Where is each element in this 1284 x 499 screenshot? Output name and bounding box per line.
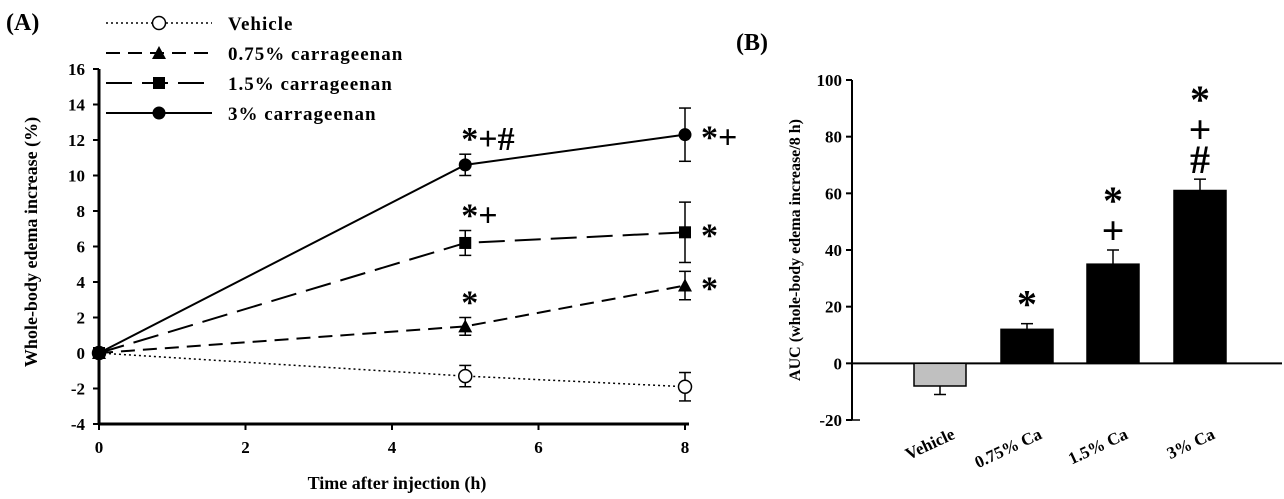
significance-mark-1-5-carrageenan: *+ [461, 198, 497, 235]
chart-b-y-tick-label: 40 [825, 241, 842, 260]
data-point-1-5-carrageenan [679, 226, 691, 239]
panel-b-label: (B) [736, 30, 768, 56]
data-point-1-5-carrageenan [459, 236, 472, 249]
chart-a-y-tick-label: 8 [77, 202, 86, 221]
chart-a-y-tick-label: 4 [77, 273, 86, 292]
category-label-0-75-ca: 0.75% Ca [972, 424, 1046, 472]
chart-a-x-tick-label: 0 [95, 438, 104, 457]
significance-mark-3-carrageenan: *+ [701, 120, 737, 157]
chart-a-xlabel: Time after injection (h) [308, 473, 487, 494]
chart-b-y-tick-label: 100 [817, 71, 843, 90]
chart-a-x-tick-label: 4 [388, 438, 397, 457]
series-line-0-75-carrageenan [98, 284, 686, 354]
data-point-0-75-carrageenan [458, 319, 473, 333]
chart-a-y-tick-label: 0 [77, 344, 86, 363]
significance-mark-3-ca: # [1190, 137, 1210, 182]
chart-b: -20 0 20 40 60 80 100 Vehicle 0.75% Ca 1.5% Ca 3%… [787, 71, 1282, 472]
chart-b-y-tick-label: 20 [825, 298, 842, 317]
significance-mark-0-75-carrageenan: * [701, 271, 718, 308]
legend-label-0-75-carrageenan: 0.75% carrageenan [228, 44, 403, 65]
data-point-3-carrageenan [458, 158, 472, 172]
category-label-1-5-ca: 1.5% Ca [1065, 424, 1131, 468]
chart-a-annotations: * * *+ * *+# *+ [461, 120, 737, 322]
significance-mark-1-5-carrageenan: * [701, 217, 718, 254]
legend-marker-vehicle [151, 15, 167, 31]
chart-a-x-tick-label: 2 [241, 438, 250, 457]
series-line-3-carrageenan [98, 133, 686, 354]
data-point-0-75-carrageenan [678, 278, 692, 292]
chart-a-y-tick-label: 6 [77, 238, 86, 257]
chart-a-y-tick-label: -2 [71, 380, 85, 399]
chart-b-y-tick-label: -20 [819, 411, 842, 430]
legend-label-3-carrageenan: 3% carrageenan [228, 104, 377, 125]
data-point-3-carrageenan [92, 346, 106, 360]
legend-marker-0-75-carrageenan [152, 46, 166, 59]
category-label-vehicle: Vehicle [902, 424, 958, 463]
data-point-3-carrageenan [678, 128, 692, 142]
significance-mark-0-75-carrageenan: * [461, 285, 478, 322]
bar-vehicle [913, 362, 967, 387]
chart-b-ylabel: AUC (whole-body edema increase/8 h) [787, 119, 804, 381]
series-line-1-5-carrageenan [98, 231, 686, 354]
chart-a-series [91, 107, 693, 402]
chart-b-y-tick-label: 80 [825, 128, 842, 147]
significance-mark-3-carrageenan: *+# [461, 121, 514, 158]
chart-b-y-tick-label: 60 [825, 184, 842, 203]
significance-mark-1-5-ca: * [1103, 178, 1123, 223]
chart-a-y-tick-label: 14 [68, 96, 86, 115]
data-point-vehicle [458, 368, 473, 384]
bar-0-75-ca [1000, 328, 1054, 365]
chart-a-y-tick-label: 16 [68, 60, 85, 79]
chart-a-ylabel: Whole-body edema increase (%) [21, 117, 42, 367]
chart-a-y-tick-label: -4 [71, 415, 86, 434]
legend-label-vehicle: Vehicle [228, 14, 293, 35]
chart-a-axes: -4 -2 0 2 4 6 8 10 12 14 16 0 2 4 6 8 [68, 60, 689, 457]
category-label-3-ca: 3% Ca [1164, 424, 1218, 463]
chart-a-y-tick-label: 2 [77, 309, 86, 328]
significance-mark-3-ca: * [1190, 77, 1210, 122]
series-line-vehicle [98, 352, 686, 388]
chart-a-y-tick-label: 12 [68, 131, 85, 150]
significance-mark-3-ca: + [1189, 107, 1212, 152]
chart-a-x-tick-label: 6 [534, 438, 543, 457]
chart-a: -4 -2 0 2 4 6 8 10 12 14 16 0 2 4 6 8 * * *+ * *+# *+ Time a… [21, 14, 737, 494]
significance-mark-1-5-ca: + [1102, 208, 1125, 253]
chart-b-annotations: **+*+# [1017, 77, 1212, 327]
legend-marker-1-5-carrageenan [153, 77, 165, 89]
data-point-vehicle [677, 379, 693, 394]
bar-3-ca [1173, 189, 1227, 365]
chart-b-y-tick-label: 0 [834, 354, 843, 373]
chart-a-legend: Vehicle 0.75% carrageenan 1.5% carrageenan… [106, 14, 403, 125]
legend-marker-3-carrageenan [152, 106, 166, 120]
legend-label-1-5-carrageenan: 1.5% carrageenan [228, 74, 393, 95]
panel-a-label: (A) [6, 10, 39, 36]
chart-b-bars: Vehicle 0.75% Ca 1.5% Ca 3% Ca [902, 178, 1227, 472]
chart-a-y-tick-label: 10 [68, 167, 85, 186]
chart-a-x-tick-label: 8 [681, 438, 690, 457]
significance-mark-0-75-ca: * [1017, 282, 1037, 327]
bar-1-5-ca [1086, 263, 1140, 365]
